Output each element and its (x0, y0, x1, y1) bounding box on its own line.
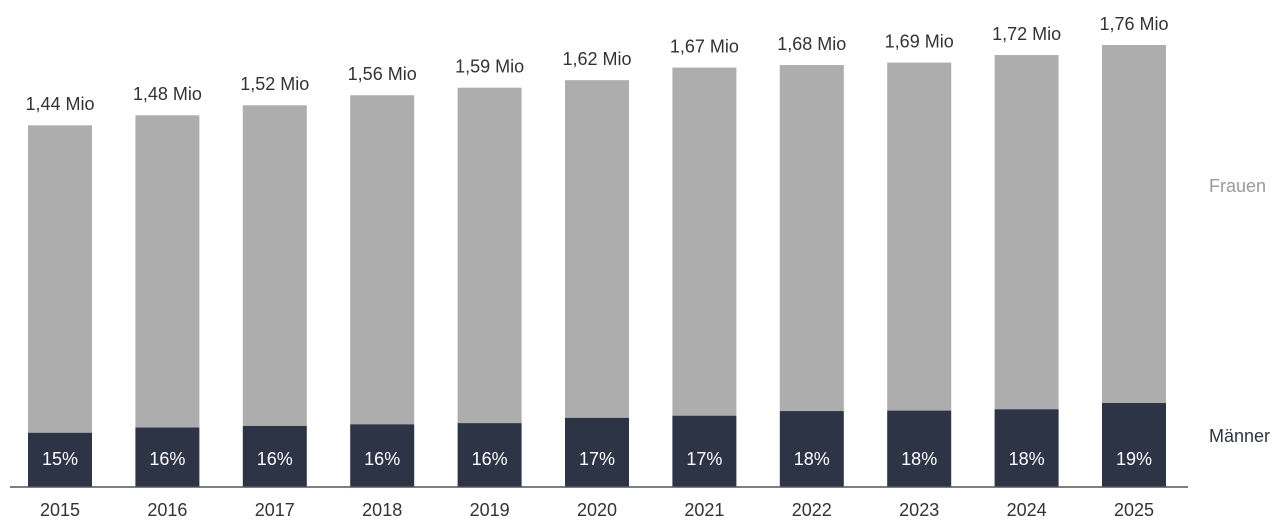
legend-maenner: Männer (1209, 426, 1270, 446)
share-label: 19% (1116, 449, 1152, 469)
bar-segment-maenner (242, 425, 307, 487)
bar-segment-maenner (672, 415, 737, 487)
x-tick-label: 2020 (577, 500, 617, 520)
bar-segment-maenner (1102, 403, 1166, 487)
total-label: 1,68 Mio (777, 34, 846, 54)
share-label: 18% (901, 449, 937, 469)
share-label: 17% (686, 449, 722, 469)
bar-segment-maenner (887, 410, 952, 487)
total-label: 1,72 Mio (992, 24, 1061, 44)
total-label: 1,52 Mio (240, 74, 309, 94)
bar-segment-frauen (565, 80, 629, 418)
total-label: 1,56 Mio (348, 64, 417, 84)
total-label: 1,67 Mio (670, 36, 739, 56)
bar-segment-frauen (1102, 45, 1166, 404)
bar-segment-maenner (779, 411, 844, 487)
share-label: 16% (364, 449, 400, 469)
share-label: 15% (42, 449, 78, 469)
bar-segment-maenner (457, 423, 522, 487)
total-label: 1,44 Mio (25, 94, 94, 114)
bar-segment-frauen (135, 115, 200, 428)
share-label: 16% (149, 449, 185, 469)
total-label: 1,69 Mio (885, 31, 954, 51)
bar-segment-maenner (350, 424, 415, 487)
x-tick-label: 2017 (255, 500, 295, 520)
x-tick-label: 2016 (147, 500, 187, 520)
bar-segment-maenner (135, 427, 200, 487)
bar-segment-frauen (350, 95, 415, 425)
legend-frauen: Frauen (1209, 176, 1266, 196)
x-tick-label: 2024 (1007, 500, 1047, 520)
share-label: 18% (1009, 449, 1045, 469)
share-label: 16% (257, 449, 293, 469)
bar-segment-frauen (672, 67, 737, 416)
x-tick-label: 2018 (362, 500, 402, 520)
x-tick-label: 2022 (792, 500, 832, 520)
total-label: 1,59 Mio (455, 56, 524, 76)
bar-segment-frauen (887, 62, 952, 411)
x-tick-label: 2015 (40, 500, 80, 520)
total-label: 1,48 Mio (133, 84, 202, 104)
total-label: 1,62 Mio (562, 49, 631, 69)
share-label: 16% (472, 449, 508, 469)
bar-segment-frauen (779, 65, 844, 412)
x-tick-label: 2023 (899, 500, 939, 520)
share-label: 17% (579, 449, 615, 469)
bar-segment-frauen (28, 125, 92, 433)
bar-segment-maenner (565, 417, 629, 487)
bar-segment-frauen (242, 105, 307, 426)
share-label: 18% (794, 449, 830, 469)
bar-segment-maenner (994, 409, 1059, 487)
x-tick-label: 2025 (1114, 500, 1154, 520)
bar-segment-maenner (28, 432, 92, 487)
bar-segment-frauen (994, 55, 1059, 410)
x-tick-label: 2021 (684, 500, 724, 520)
bar-segment-frauen (457, 87, 522, 424)
total-label: 1,76 Mio (1099, 14, 1168, 34)
x-tick-label: 2019 (470, 500, 510, 520)
